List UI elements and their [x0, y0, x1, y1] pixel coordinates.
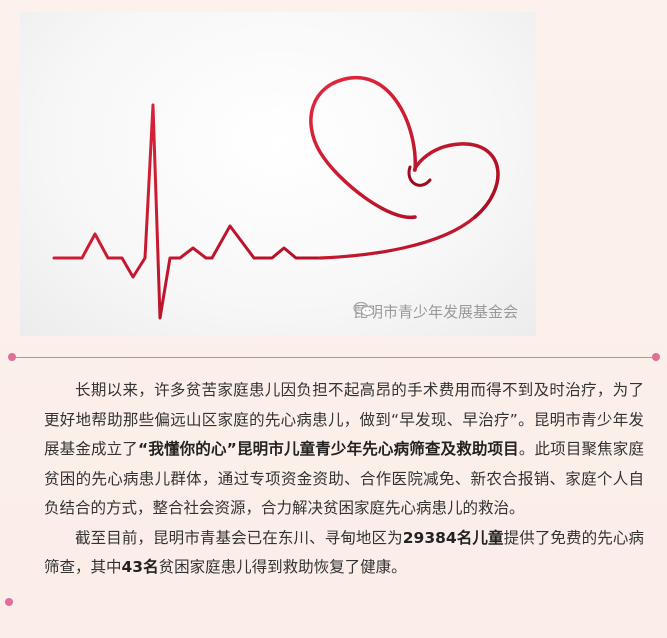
heartbeat-heart-image: 昆明市青少年发展基金会: [20, 12, 536, 336]
p1-text-b: 。此项目聚焦家庭贫困的先心病患儿群体，通过专项资金资助、合作医院减免、新农合报销…: [44, 440, 644, 517]
article-body: 长期以来，许多贫苦家庭患儿因负担不起高昂的手术费用而得不到及时治疗，为了更好地帮…: [44, 376, 644, 583]
heart-ribbon: [309, 75, 500, 220]
divider-line: [14, 357, 654, 358]
paragraph-1: 长期以来，许多贫苦家庭患儿因负担不起高昂的手术费用而得不到及时治疗，为了更好地帮…: [44, 376, 644, 524]
helped-children-count: 43名: [121, 558, 159, 576]
paragraph-2: 截至目前，昆明市青基会已在东川、寻甸地区为29384名儿童提供了免费的先心病筛查…: [44, 524, 644, 583]
p2-text-b: 提供了免费的先心病筛查，其中: [44, 528, 644, 577]
watermark: 昆明市青少年发展基金会: [353, 301, 518, 322]
bottom-dot: [5, 598, 13, 606]
ekg-line: [52, 103, 322, 320]
divider-dot-left: [8, 353, 16, 361]
ribbon-tail: [318, 215, 477, 260]
ekg-heart-ribbon-illustration: [52, 75, 500, 320]
heart-ribbon-fold: [407, 165, 432, 187]
screened-children-count: 29384名儿童: [402, 528, 504, 547]
p2-text-c: 贫困家庭患儿得到救助恢复了健康。: [158, 558, 407, 576]
wechat-icon: [353, 301, 375, 317]
p2-text-a: 截至目前，昆明市青基会已在东川、寻甸地区为: [75, 528, 403, 547]
section-divider: [8, 353, 660, 361]
project-name: “我懂你的心”昆明市儿童青少年先心病筛查及救助项目: [137, 440, 519, 458]
divider-dot-right: [652, 353, 660, 361]
p1-text-a: 长期以来，许多贫苦家庭患儿因负担不起高昂的手术费用而得不到及时治疗，为了更好地帮…: [44, 381, 644, 458]
watermark-text: 昆明市青少年发展基金会: [352, 303, 518, 321]
